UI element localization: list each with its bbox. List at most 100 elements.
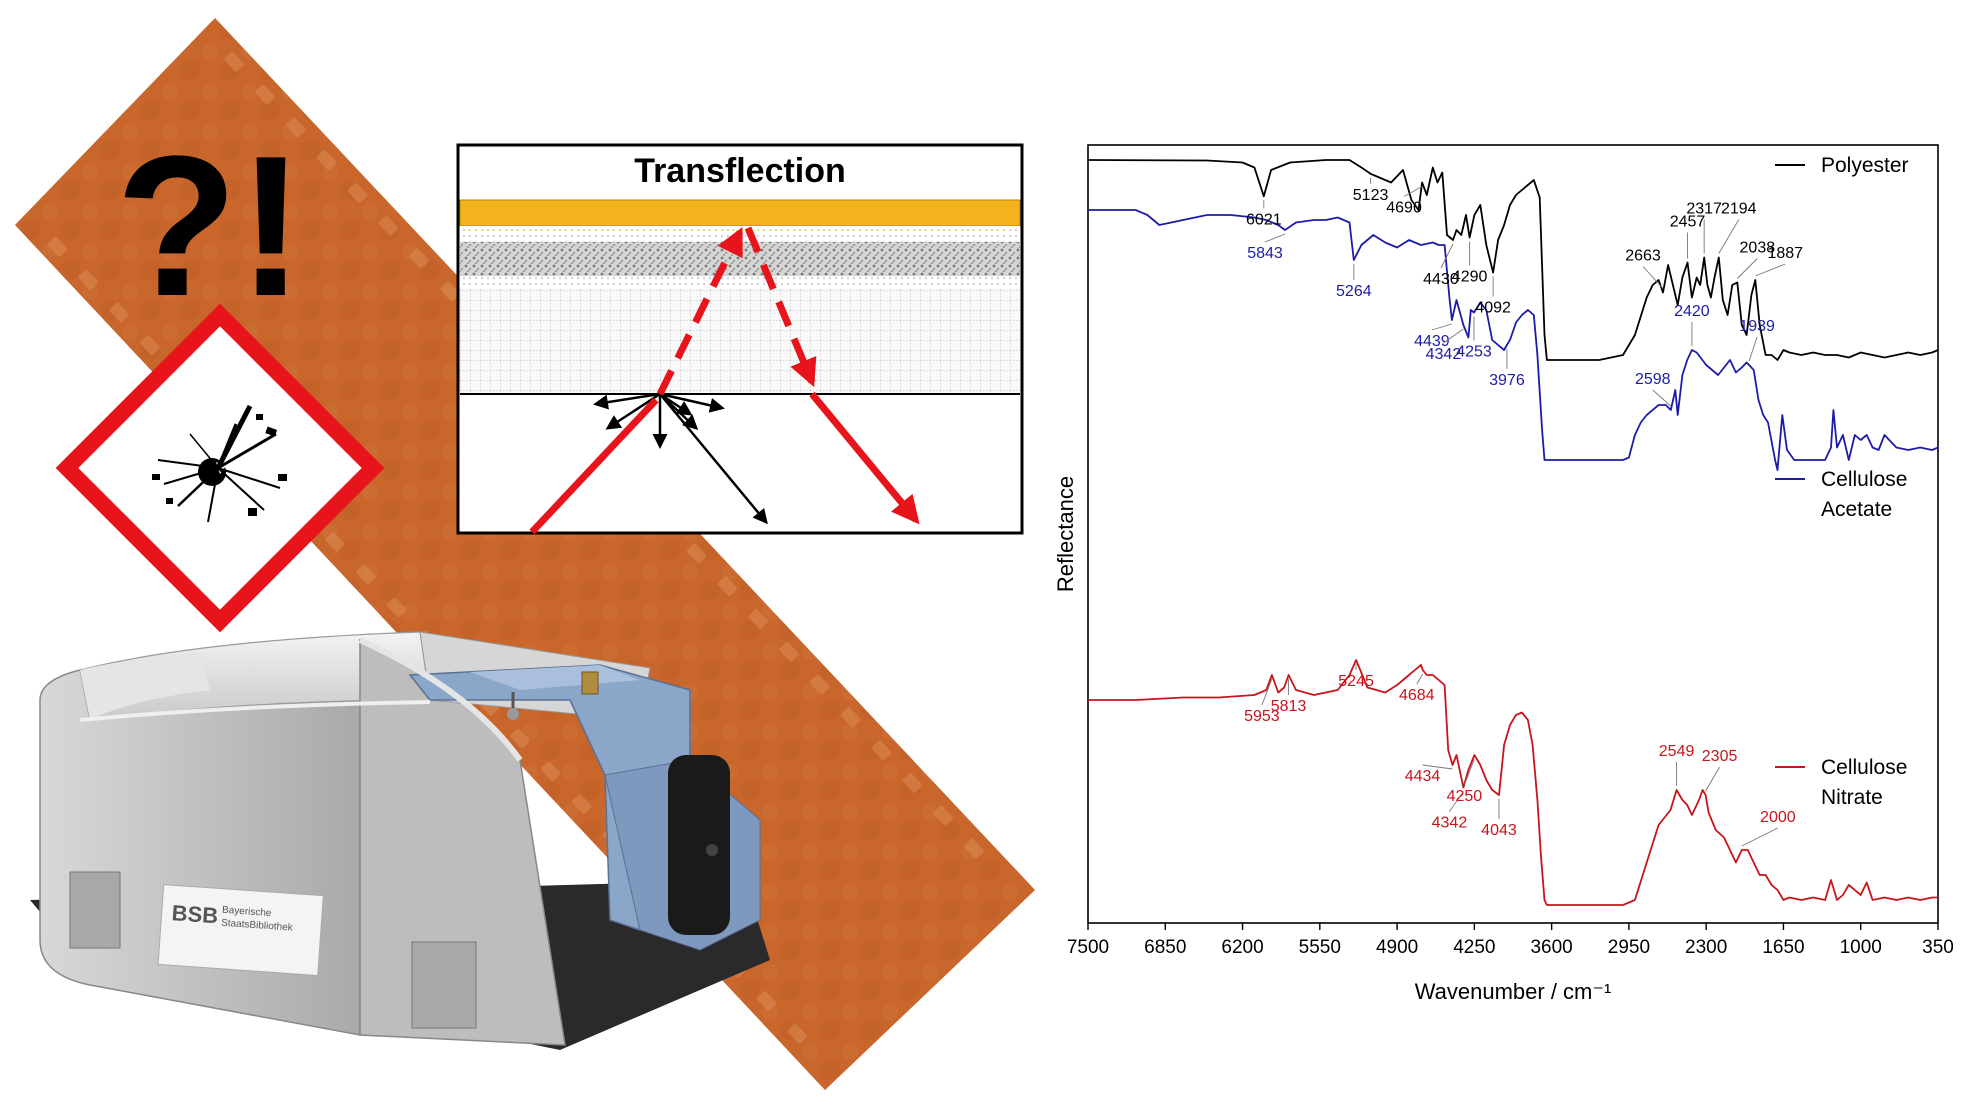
peak-leader-line (1431, 323, 1453, 331)
peak-label: 4439 (1414, 333, 1450, 350)
peak-label: 2598 (1635, 371, 1671, 388)
film-perforation (140, 335, 160, 356)
peak-label: 4684 (1399, 687, 1435, 704)
library-logo: BSB (171, 900, 219, 928)
series-line-polyester (1087, 159, 1939, 361)
film-perforation (316, 150, 337, 170)
peak-label: 1939 (1739, 318, 1775, 335)
x-tick-label: 2950 (1608, 937, 1650, 958)
x-tick-label: 4250 (1453, 937, 1495, 958)
peak-label: 2305 (1702, 748, 1738, 765)
light-beams (529, 226, 920, 535)
exit-beam (809, 391, 920, 525)
diagram-title: Transflection (634, 152, 846, 190)
peak-leader-line (1443, 328, 1464, 344)
peak-label: 4290 (1452, 269, 1488, 286)
peak-leader-line (1449, 791, 1464, 812)
peak-leader-line (1403, 186, 1423, 197)
peak-leader-line (1261, 678, 1273, 706)
series-layer (1087, 159, 1939, 906)
film-perforation (964, 838, 984, 859)
peak-label: 2317 (1686, 201, 1722, 218)
peak-label: 4043 (1481, 822, 1517, 839)
library-name-line2: StaatsBibliothek (221, 918, 294, 934)
x-tick-label: 6850 (1144, 937, 1186, 958)
film-perforation (510, 728, 530, 749)
explosion-icon (152, 404, 287, 523)
film-perforation (717, 576, 738, 597)
series-line-cellulose-acetate (1088, 209, 1939, 471)
peak-label: 5245 (1338, 673, 1374, 690)
film-perforation (748, 609, 768, 629)
gold-reflector-layer (459, 199, 1021, 227)
plot-area-frame (1087, 144, 1939, 924)
incident-beam (529, 397, 659, 535)
legend-label: Nitrate (1821, 786, 1883, 809)
explosive-ghs-pictogram (55, 303, 385, 633)
peak-label: 3976 (1489, 372, 1525, 389)
gravel-layer (460, 242, 1020, 276)
peak-label: 4253 (1456, 344, 1492, 361)
legend-label: Acetate (1821, 498, 1892, 521)
peak-leader-line (1755, 263, 1786, 277)
peak-label: 6021 (1246, 211, 1282, 228)
peak-leader-line (1652, 389, 1672, 407)
peak-label: 2549 (1659, 743, 1695, 760)
film-perforation (325, 532, 345, 552)
film-perforation (841, 707, 861, 728)
peak-label: 2457 (1670, 214, 1706, 231)
peak-leader-line (1440, 243, 1454, 269)
film-perforation (810, 674, 830, 695)
peak-label: 4434 (1405, 768, 1441, 785)
peak-label: 2663 (1625, 248, 1661, 265)
film-perforation (933, 805, 953, 826)
film-perforation (255, 84, 275, 105)
x-tick-label: 350 (1922, 937, 1954, 958)
x-tick-label: 1650 (1762, 937, 1804, 958)
film-perforation (224, 51, 244, 72)
film-perforation (78, 269, 99, 290)
film-perforation (356, 564, 376, 585)
peak-leader-line (1416, 673, 1424, 685)
x-axis-label: Wavenumber / cm⁻¹ (1415, 979, 1612, 1004)
x-tick-label: 2300 (1685, 937, 1727, 958)
peak-label: 4092 (1475, 300, 1511, 317)
peak-leader-line (1463, 758, 1475, 786)
sample-port-knob (668, 755, 730, 935)
peak-label: 2038 (1740, 240, 1776, 257)
peak-label: 2194 (1721, 201, 1757, 218)
film-perforation (378, 215, 399, 236)
x-tick-label: 4900 (1376, 937, 1418, 958)
film-perforation (409, 248, 429, 269)
film-perforation (386, 597, 407, 618)
peak-label: 1887 (1767, 245, 1803, 262)
scatter-arrows (593, 392, 768, 525)
film-perforation (871, 740, 892, 761)
film-perforation (902, 773, 923, 793)
y-axis-label: Reflectance (1053, 476, 1078, 592)
peak-label: 4250 (1447, 788, 1483, 805)
peak-leader-line (1264, 233, 1286, 243)
film-perforation (686, 543, 707, 564)
peak-label: 4342 (1432, 815, 1468, 832)
x-tick-label: 7500 (1067, 937, 1109, 958)
peak-label: 5264 (1336, 283, 1372, 300)
ir-spectra-chart: 7500 6850 6200 5550 4900 4250 3600 2950 2300 1650… (1053, 144, 1954, 1004)
gravel-edge (460, 276, 1020, 288)
peak-leader-line (1718, 219, 1740, 254)
peak-label: 4342 (1426, 346, 1462, 363)
legend-layer: Polyester Cellulose Acetate Cellulose Nitrat… (1775, 154, 1909, 809)
device-foot-left (69, 871, 121, 949)
film-perforation (109, 302, 129, 323)
legend-label: Cellulose (1821, 468, 1907, 491)
headline-text: ?! (116, 115, 305, 338)
library-label: BSB Bayerische StaatsBibliothek (157, 884, 324, 977)
film-perforation (779, 641, 799, 662)
film-perforation (756, 990, 777, 1011)
peak-leader-line (1422, 764, 1453, 770)
peak-label: 5813 (1271, 698, 1307, 715)
series-line-cellulose-nitrate (1088, 659, 1938, 906)
peak-label: 5843 (1247, 245, 1283, 262)
